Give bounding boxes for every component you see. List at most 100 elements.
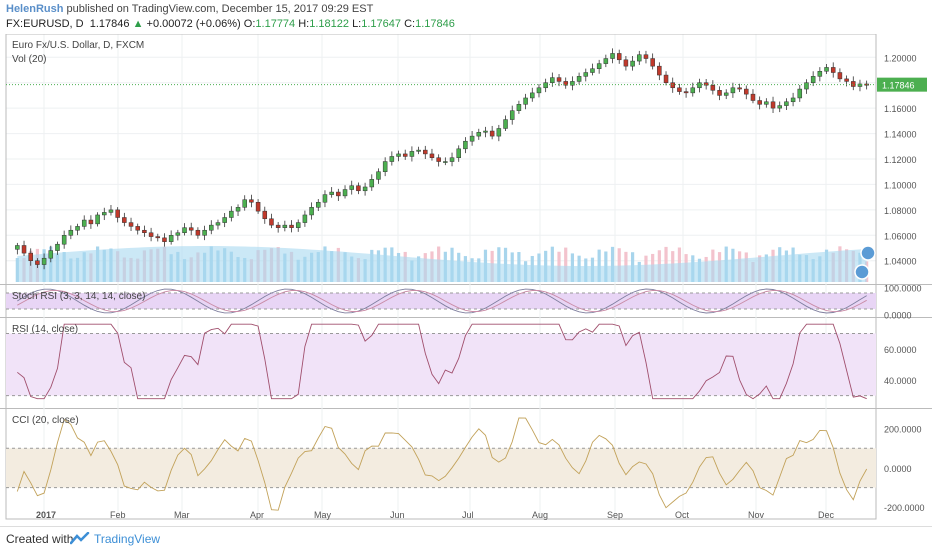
candle-body (650, 58, 655, 67)
candle-body (142, 229, 147, 234)
candle-body (369, 179, 375, 188)
high-label: H: (298, 18, 310, 30)
candle-body (837, 72, 843, 80)
candle-body (222, 217, 227, 223)
month-label: 2017 (36, 510, 56, 520)
candle-body (275, 224, 281, 228)
candle-body (637, 54, 642, 62)
candle-body (35, 260, 40, 265)
candle-body (48, 250, 54, 259)
band-fill (6, 293, 876, 309)
chart-header: HelenRush published on TradingView.com, … (0, 0, 932, 34)
candle-body (68, 229, 74, 236)
candle-body (456, 148, 461, 158)
month-label: Jul (462, 510, 474, 520)
candle-body (864, 83, 869, 86)
candle-body (804, 82, 809, 90)
tradingview-brand-link[interactable]: TradingView (94, 532, 161, 546)
candle-body (790, 97, 796, 103)
volume-bars (15, 246, 869, 282)
candle-body (376, 171, 381, 180)
candle-body (362, 186, 368, 192)
stoch-d-line (17, 289, 867, 313)
price-axis: 1.200001.180001.160001.140001.120001.100… (877, 53, 927, 513)
candle-body (95, 214, 100, 225)
stoch-k-line (17, 288, 867, 314)
candle-body (255, 201, 261, 212)
volume-bar (550, 246, 554, 282)
candle-body (209, 224, 214, 231)
candle-body (710, 84, 716, 91)
candle-body (777, 105, 782, 109)
candle-body (543, 82, 548, 89)
candle-body (757, 100, 762, 105)
candle-body (262, 210, 268, 220)
candle-body (336, 191, 341, 197)
candle-body (102, 212, 107, 216)
candle-body (148, 232, 154, 237)
indicator-tick-label: -200.0000 (884, 503, 925, 513)
tradingview-logo-icon (70, 532, 90, 545)
month-label: Nov (748, 510, 765, 520)
event-badge-icon[interactable] (860, 245, 876, 261)
close-label: C: (404, 18, 416, 30)
chart-area[interactable]: 1.200001.180001.160001.140001.120001.100… (0, 34, 932, 526)
main-title: Euro Fx/U.S. Dollar, D, FXCM (12, 40, 144, 51)
cci-line (16, 417, 868, 511)
candle-body (590, 68, 595, 73)
candle-body (195, 229, 201, 236)
high-value: 1.18122 (309, 18, 349, 30)
month-label: Mar (174, 510, 190, 520)
candle-body (583, 72, 589, 77)
candle-body (596, 63, 602, 69)
candle-body (616, 53, 622, 61)
candle-body (556, 77, 562, 82)
candle-body (476, 132, 482, 137)
pane-title: CCI (20, close) (12, 415, 79, 426)
symbol-label: FX:EURUSD, D (6, 18, 84, 30)
candle-body (269, 218, 274, 226)
candle-body (463, 140, 468, 150)
indicator-tick-label: 200.0000 (884, 425, 922, 435)
event-badges[interactable] (854, 245, 876, 280)
candles (6, 48, 876, 270)
candle-body (282, 224, 288, 228)
candle-body (830, 67, 836, 73)
candle-body (316, 201, 321, 208)
event-badge-icon[interactable] (854, 264, 870, 280)
candle-body (409, 151, 415, 157)
candle-body (61, 235, 67, 245)
candle-body (797, 88, 803, 99)
candle-body (41, 257, 47, 265)
candle-body (723, 92, 729, 96)
candle-body (122, 217, 127, 223)
last-price-tag-text: 1.17846 (882, 81, 915, 91)
pane-titles: Stoch RSI (3, 3, 14, 14, close) RSI (14, … (12, 40, 145, 426)
candle-body (356, 185, 361, 192)
change-arrow-icon: ▲ (132, 18, 144, 30)
rsi-line (17, 323, 867, 400)
indicator-panes (6, 288, 876, 511)
publish-line: HelenRush published on TradingView.com, … (6, 3, 373, 15)
candle-body (764, 101, 769, 105)
volume-ma-area (17, 246, 867, 282)
candle-body (128, 222, 134, 227)
price-tick-label: 1.20000 (884, 53, 917, 63)
volume-title: Vol (20) (12, 54, 46, 65)
candle-body (657, 65, 662, 76)
candle-body (610, 53, 615, 59)
candle-body (402, 153, 408, 157)
author-link[interactable]: HelenRush (6, 3, 64, 15)
price-tick-label: 1.12000 (884, 155, 917, 165)
candle-body (108, 209, 114, 213)
time-axis: 2017 Feb Mar Apr May Jun Jul Aug Sep Oct Nov Dec (36, 510, 835, 520)
candle-body (516, 104, 522, 111)
candle-body (717, 90, 722, 96)
candle-body (523, 97, 528, 105)
month-label: May (314, 510, 332, 520)
candle-body (289, 224, 294, 228)
candle-body (703, 82, 709, 86)
price-tick-label: 1.14000 (884, 130, 917, 140)
candle-body (770, 101, 776, 109)
candle-body (536, 87, 542, 94)
